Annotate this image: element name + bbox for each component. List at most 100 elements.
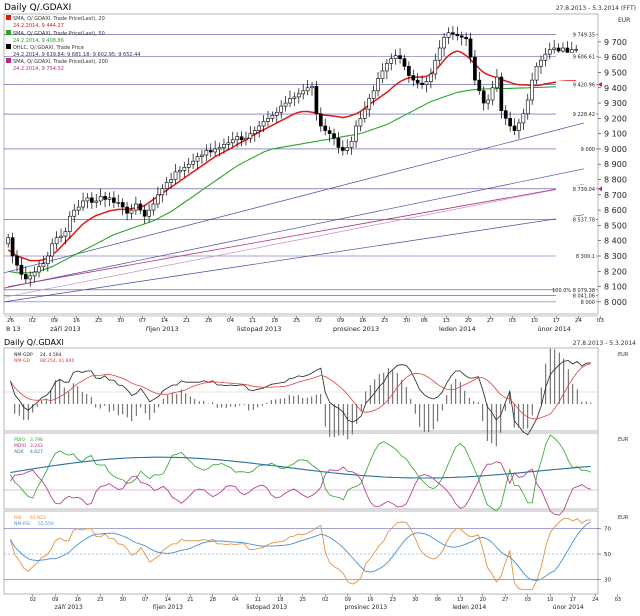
x-tick-label: 24: [575, 318, 582, 324]
candle-body: [37, 266, 41, 273]
candle-body: [310, 85, 314, 89]
x-tick-label: 28: [205, 318, 212, 324]
candle-body: [266, 118, 270, 122]
x-tick-label: 21: [183, 318, 190, 324]
candle-body: [336, 137, 341, 148]
rsi-legend-2-value: 55.550: [38, 521, 54, 527]
lower-x-tick-label: 14: [165, 597, 171, 603]
sma50-line: [8, 85, 577, 274]
x-tick-label: 06: [421, 318, 428, 324]
candle: [477, 71, 482, 95]
candle-body: [248, 133, 253, 139]
candle: [235, 132, 239, 148]
candle: [32, 266, 37, 283]
candle-body: [147, 209, 151, 217]
rsi-currency: EUR: [618, 515, 629, 521]
candle-body: [68, 215, 72, 232]
candle-body: [288, 98, 292, 104]
candle: [327, 126, 332, 142]
candle: [72, 204, 77, 223]
candle-body: [495, 76, 499, 89]
candle-body: [442, 36, 446, 49]
candle: [464, 32, 468, 47]
candle-body: [486, 99, 490, 104]
price-labels: 9 749.35 9 606.61 9 420.96 9 228.42 9 000 8 7…: [552, 30, 602, 306]
candle-body: [437, 47, 442, 61]
candle-body: [182, 166, 187, 171]
candle-body: [235, 136, 239, 141]
x-tick-label: 03: [509, 318, 516, 324]
candle: [15, 250, 19, 272]
dmi-legend-adx-value: 4.627: [30, 449, 43, 455]
candle: [486, 94, 490, 110]
price-label-bg: [556, 145, 596, 152]
pdi-line: [9, 434, 591, 512]
candle: [138, 200, 143, 214]
y-tick-label: 8 700: [604, 191, 627, 200]
legend-label-sma20: SMA, Q/.GDAXI, Trade Price(Last), 20: [13, 16, 105, 22]
candle-body: [323, 125, 328, 131]
lower-x-tick-label: 11: [255, 597, 261, 603]
candle: [230, 131, 235, 148]
candle: [252, 126, 257, 142]
candle-body: [473, 56, 477, 81]
candle-body: [178, 170, 182, 173]
trend-channel-line: [3, 183, 585, 298]
trend-channel-line: [3, 168, 585, 289]
candle: [59, 228, 63, 243]
x-tick-label: 07: [139, 318, 146, 324]
candle: [459, 31, 464, 46]
x-tick-label: 18: [271, 318, 278, 324]
lower-x-tick-label: 16: [367, 597, 373, 603]
candle: [63, 227, 68, 245]
candle: [292, 92, 297, 107]
candle: [473, 49, 477, 86]
candle-body: [200, 154, 204, 157]
candle-body: [41, 263, 46, 268]
dmi-legend-mdi-value: 3.243: [30, 443, 43, 449]
candle-body: [407, 66, 411, 76]
candle: [437, 40, 442, 65]
price-label: 8 537.78: [573, 218, 595, 224]
x-tick-label: 02: [29, 318, 36, 324]
price-label: 9 606.61: [573, 54, 595, 60]
macd-legend-2: NM-GD: [14, 358, 31, 364]
candle: [76, 199, 81, 216]
trend-channel-line: [3, 122, 585, 274]
candle: [239, 131, 244, 147]
y-tick-label: 8 100: [604, 283, 627, 292]
legend-label-sma50: SMA, Q/.GDAXI, Trade Price(Last), 50: [13, 31, 105, 37]
candle-body: [142, 209, 147, 217]
candle: [107, 192, 112, 207]
lower-x-tick-label: 06: [435, 597, 441, 603]
month-label: únor 2014: [537, 325, 571, 333]
lower-x-tick-label: 21: [187, 597, 193, 603]
lower-x-tick-label: 10: [547, 597, 553, 603]
candle: [41, 255, 46, 272]
candle-body: [76, 206, 81, 211]
candle: [213, 140, 217, 156]
candle: [301, 84, 306, 100]
candle: [226, 135, 231, 150]
currency-label: EUR: [618, 17, 630, 24]
x-tick-label: 16: [359, 318, 366, 324]
lower-month-label: leden 2014: [452, 604, 486, 611]
candle: [270, 111, 275, 123]
candle-body: [292, 96, 297, 99]
legend-swatch-sma50: [6, 30, 11, 35]
candle: [244, 131, 248, 146]
month-label: říjen 2013: [146, 325, 179, 333]
candle-body: [103, 196, 107, 200]
candle-body: [120, 202, 125, 208]
candle: [94, 194, 99, 208]
x-tick-label: 14: [161, 318, 168, 324]
x-tick-label: 30: [403, 318, 410, 324]
candle-body: [415, 79, 420, 84]
macd-panel-frame: [3, 347, 599, 432]
x-tick-label: 17: [553, 318, 560, 324]
candle: [186, 157, 191, 174]
candle-body: [257, 125, 262, 131]
candle: [389, 53, 394, 71]
price-label-bg: [556, 216, 596, 223]
